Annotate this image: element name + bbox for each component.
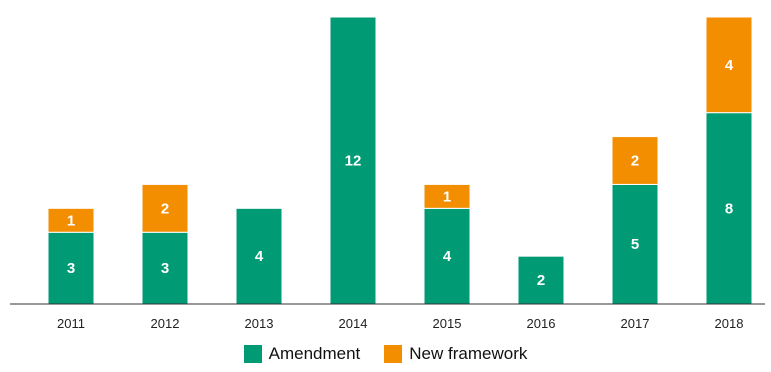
data-label-amendment-2016: 2 [537, 272, 545, 289]
legend-swatch-amendment [243, 345, 262, 363]
bar-new-framework-2018 [705, 16, 753, 114]
data-label-amendment-2013: 4 [255, 248, 264, 265]
legend: Amendment New framework [0, 344, 771, 364]
data-label-amendment-2017: 5 [631, 236, 639, 253]
x-tick-label-2015: 2015 [433, 316, 462, 331]
legend-item-new-framework: New framework [384, 344, 527, 364]
x-tick-label-2011: 2011 [57, 316, 85, 331]
data-label-new-framework-2012: 2 [161, 200, 169, 217]
data-label-amendment-2014: 12 [345, 153, 362, 170]
data-label-new-framework-2011: 1 [67, 212, 75, 229]
bar-amendment-2017 [611, 183, 659, 305]
x-tick-labels: 2011 2012 2013 2014 2015 2016 2017 2018 [57, 316, 743, 331]
bar-amendment-2018 [705, 112, 753, 305]
legend-label-new-framework: New framework [409, 344, 528, 363]
legend-label-amendment: Amendment [268, 344, 361, 363]
data-label-amendment-2012: 3 [161, 260, 169, 277]
data-label-new-framework-2017: 2 [631, 153, 639, 170]
data-label-amendment-2015: 4 [443, 248, 452, 265]
bar-new-framework-2011 [47, 207, 95, 233]
legend-swatch-new-framework [384, 345, 403, 363]
bar-new-framework-2015 [423, 183, 471, 209]
data-label-new-framework-2015: 1 [443, 188, 451, 205]
data-label-amendment-2011: 3 [67, 260, 75, 277]
x-tick-label-2018: 2018 [715, 316, 744, 331]
data-label-amendment-2018: 8 [725, 200, 733, 217]
data-label-new-framework-2018: 4 [725, 57, 734, 74]
legend-item-amendment: Amendment [243, 344, 361, 364]
bar-amendment-2011 [47, 231, 95, 305]
x-tick-label-2014: 2014 [339, 316, 368, 331]
bar-new-framework-2017 [611, 136, 659, 185]
bar-new-framework-2012 [141, 183, 189, 233]
x-tick-label-2012: 2012 [151, 316, 180, 331]
bar-amendment-2016 [517, 255, 565, 305]
x-tick-label-2017: 2017 [621, 316, 650, 331]
x-tick-label-2013: 2013 [245, 316, 274, 331]
x-tick-label-2016: 2016 [527, 316, 556, 331]
